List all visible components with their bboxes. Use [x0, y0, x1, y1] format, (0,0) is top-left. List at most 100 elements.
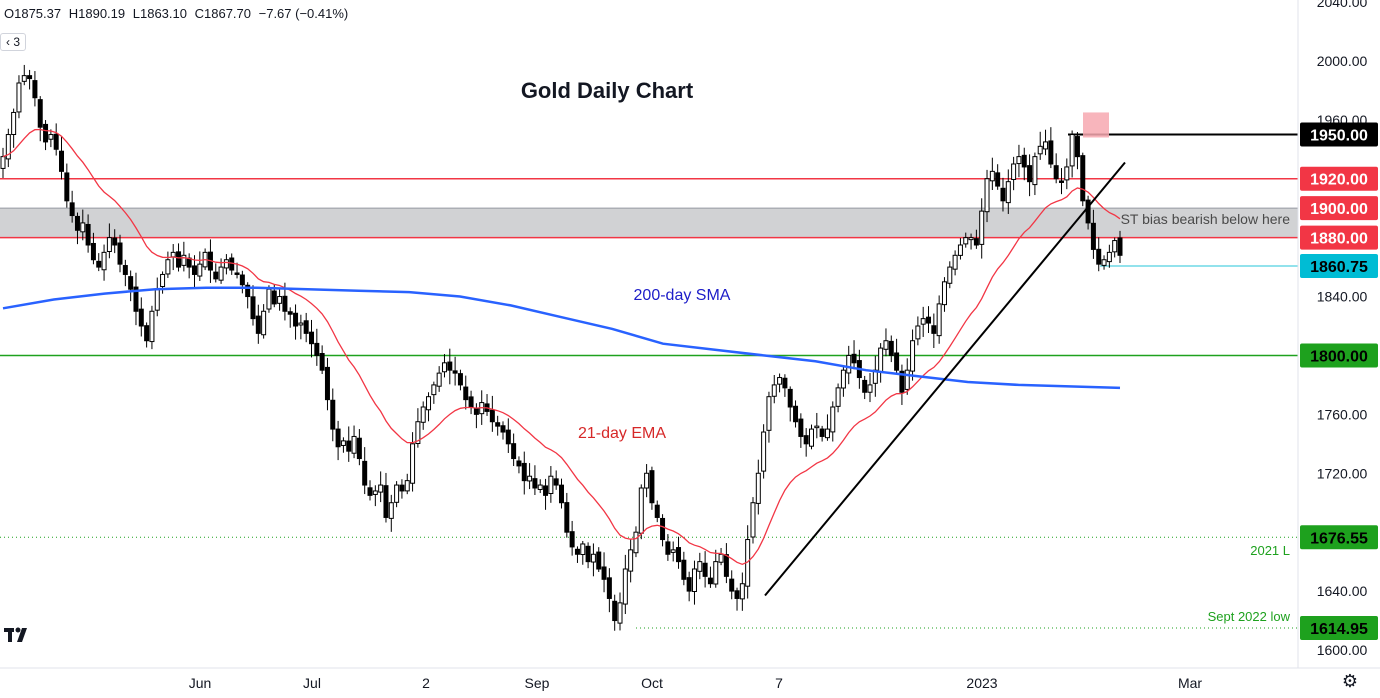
price-badge — [1300, 196, 1378, 221]
candle-body — [165, 259, 171, 275]
low-2021-label: 2021 L — [1250, 543, 1290, 558]
candle-body — [96, 260, 102, 268]
candle-body — [1032, 156, 1038, 186]
candle-body — [261, 310, 267, 336]
candle-body — [154, 288, 160, 311]
candle-body — [420, 406, 426, 423]
candle-body — [441, 362, 447, 373]
candle-body — [266, 288, 272, 310]
low-value: L1863.10 — [132, 6, 187, 21]
candle-body — [122, 265, 128, 275]
sma-label: 200-day SMA — [634, 287, 731, 304]
candle-body — [468, 396, 474, 408]
candle-body — [463, 386, 469, 401]
candle-body — [808, 428, 814, 447]
x-tick-label: Jun — [189, 675, 212, 691]
x-tick-label: 2 — [422, 675, 430, 691]
candle-body — [351, 435, 357, 454]
candle-body — [410, 443, 416, 484]
candle-body — [1053, 165, 1059, 180]
candle-body — [606, 577, 612, 599]
candle-body — [298, 322, 304, 326]
price-badge-label: 1950.00 — [1310, 128, 1368, 145]
candle-body — [516, 460, 522, 467]
candle-body — [404, 480, 410, 492]
candle-body — [543, 485, 549, 496]
candle-body — [415, 421, 421, 445]
sept-2022-label: Sept 2022 low — [1208, 609, 1291, 624]
candle-body — [878, 347, 884, 373]
candle-body — [69, 202, 75, 217]
candle-body — [846, 354, 852, 374]
y-tick-label: 1840.00 — [1317, 289, 1368, 305]
candle-body — [149, 310, 155, 343]
indicator-collapse-button[interactable]: ‹ 3 — [0, 33, 27, 51]
close-value: C1867.70 — [194, 6, 251, 21]
x-tick-label: Oct — [641, 675, 663, 691]
candle-body — [521, 462, 527, 482]
candle-body — [973, 238, 979, 246]
candle-body — [910, 340, 916, 372]
candle-body — [5, 134, 11, 160]
candle-body — [27, 75, 33, 80]
candle-body — [590, 553, 596, 563]
resistance-zone — [0, 208, 1298, 238]
candle-body — [713, 561, 719, 585]
trendline — [764, 161, 1126, 597]
chevron-left-icon: ‹ — [6, 35, 10, 49]
change-value: −7.67 (−0.41%) — [258, 6, 349, 21]
price-badge-label: 1614.95 — [1310, 621, 1368, 638]
candle-body — [74, 215, 80, 231]
candle-body — [798, 418, 804, 437]
candle-body — [564, 502, 570, 533]
price-badge-label: 1880.00 — [1310, 231, 1368, 248]
candle-body — [452, 370, 458, 374]
candle-body — [931, 325, 937, 334]
candle-body — [1074, 136, 1080, 158]
candle-body — [553, 478, 559, 486]
candle-body — [457, 373, 463, 386]
candle-body — [1064, 166, 1070, 181]
candle-body — [287, 311, 293, 315]
y-tick-label: 1720.00 — [1317, 465, 1368, 481]
candle-body — [686, 577, 692, 592]
candle-body — [681, 559, 687, 580]
candle-body — [904, 369, 910, 390]
candle-body — [378, 484, 384, 493]
candle-body — [548, 475, 554, 495]
candle-body — [622, 568, 628, 605]
gear-icon[interactable]: ⚙ — [1341, 671, 1358, 691]
candle-body — [665, 541, 671, 555]
candle-body — [335, 428, 341, 448]
candle-body — [830, 406, 836, 433]
candle-body — [691, 568, 697, 592]
candle-body — [777, 377, 783, 385]
candle-body — [559, 484, 564, 504]
price-badge — [1300, 253, 1378, 278]
candle-body — [250, 296, 256, 320]
sma-200-line — [2, 286, 1121, 390]
candle-body — [574, 548, 580, 555]
candle-body — [138, 308, 144, 327]
candle-body — [0, 156, 6, 169]
candle-body — [628, 549, 634, 572]
candle-body — [894, 352, 900, 371]
candle-body — [431, 384, 437, 396]
candle-body — [16, 82, 22, 113]
tradingview-logo-icon[interactable] — [2, 620, 36, 648]
candle-body — [43, 123, 49, 143]
candle-body — [399, 484, 405, 492]
candle-body — [511, 443, 517, 460]
candle-body — [1058, 180, 1064, 183]
candle-body — [947, 266, 953, 284]
candle-body — [1096, 248, 1102, 265]
candle-body — [835, 387, 841, 407]
candle-body — [569, 531, 575, 548]
candle-body — [787, 388, 793, 408]
candle-body — [527, 475, 533, 482]
chart-title: Gold Daily Chart — [521, 78, 694, 103]
candle-body — [984, 178, 990, 213]
candle-body — [303, 320, 309, 334]
candle-body — [394, 484, 400, 503]
